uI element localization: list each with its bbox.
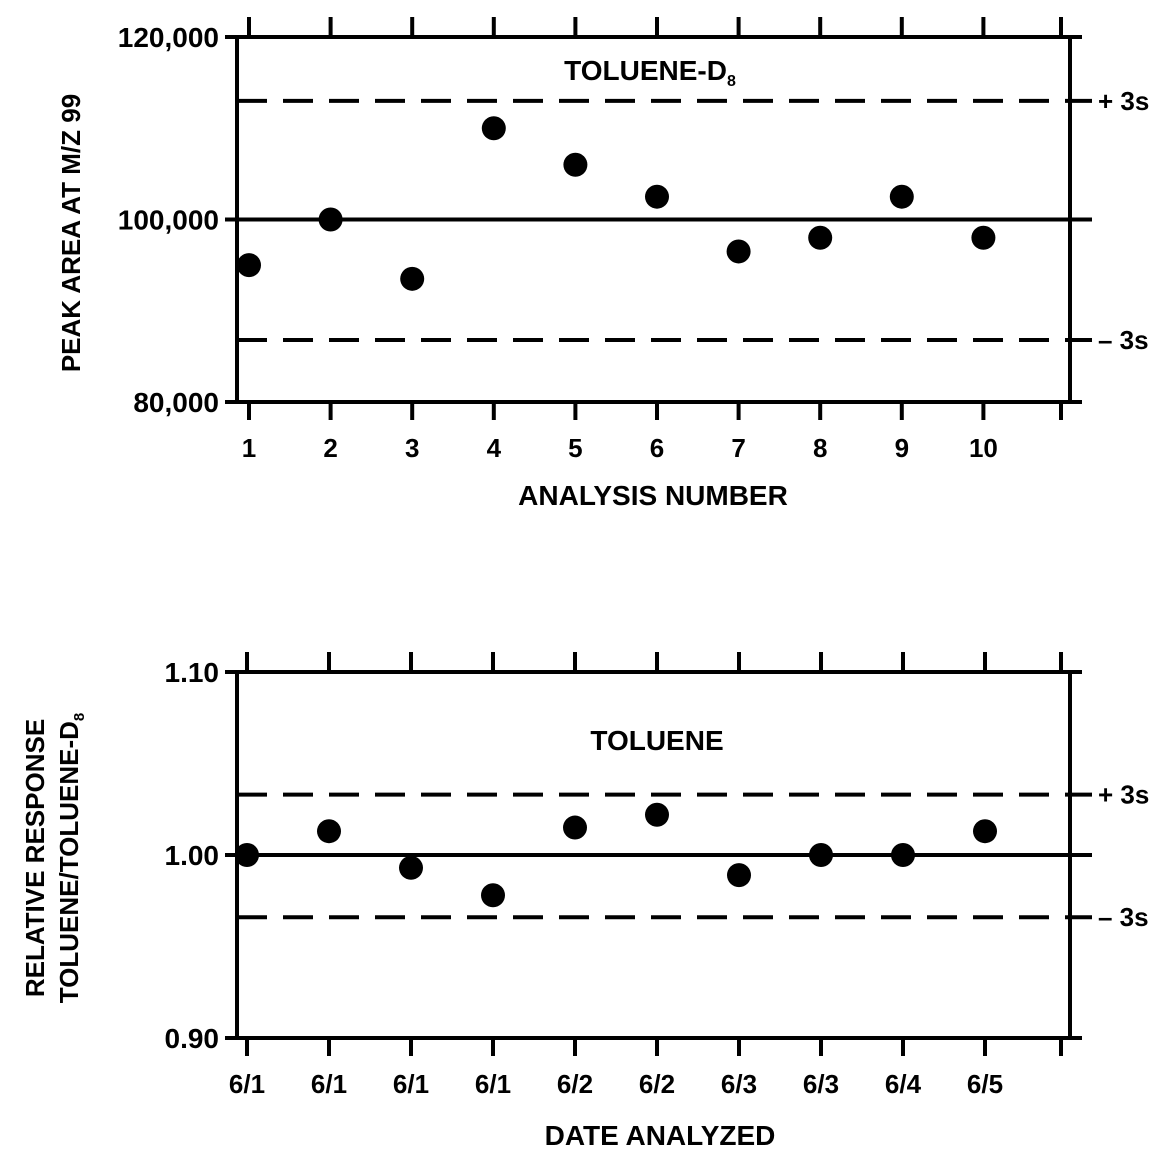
toluene-relative-response-chart: 6/1 6/1 6/1 6/1 6/2 6/2 6/3 6/3 6/4 6/5 0.90 1.00 1… <box>20 652 1149 1151</box>
data-point <box>318 207 343 232</box>
x-tick-label: 4 <box>487 433 502 463</box>
data-point <box>400 266 425 291</box>
data-point <box>317 819 341 844</box>
x-tick-label: 6/4 <box>885 1069 922 1099</box>
y-axis-label: RELATIVE RESPONSE TOLUENE/TOLUENE-D8 <box>20 713 88 1004</box>
upper-3s-label: + 3s <box>1098 780 1149 810</box>
x-tick-label: 10 <box>969 433 998 463</box>
data-point <box>726 239 751 264</box>
data-point <box>237 253 261 278</box>
y-tick-labels: 0.90 1.00 1.10 <box>165 657 220 1054</box>
x-tick-label: 6/1 <box>229 1069 265 1099</box>
data-point <box>399 855 423 880</box>
data-point <box>889 184 914 209</box>
data-point <box>973 819 997 844</box>
y-axis-label-line2: TOLUENE/TOLUENE-D8 <box>54 713 88 1004</box>
x-tick-label: 6/3 <box>803 1069 839 1099</box>
chart-title: TOLUENE-D8 <box>564 55 736 90</box>
x-tick-marks <box>247 17 1063 420</box>
data-point <box>481 116 506 141</box>
y-axis-label: PEAK AREA AT M/Z 99 <box>56 94 86 372</box>
chart-title: TOLUENE <box>590 725 723 756</box>
data-point <box>563 815 587 840</box>
x-tick-label: 9 <box>895 433 909 463</box>
data-point <box>727 863 751 888</box>
x-tick-label: 2 <box>323 433 337 463</box>
x-tick-label: 1 <box>242 433 256 463</box>
data-point <box>645 802 669 827</box>
data-points <box>235 802 997 908</box>
upper-3s-label: + 3s <box>1098 86 1149 116</box>
y-tick-label: 1.00 <box>165 840 220 871</box>
lower-3s-label: – 3s <box>1098 902 1149 932</box>
x-tick-label: 6/2 <box>639 1069 675 1099</box>
x-tick-label: 6/5 <box>967 1069 1003 1099</box>
data-point <box>891 843 915 867</box>
data-point <box>645 184 669 209</box>
x-tick-label: 3 <box>405 433 419 463</box>
data-point <box>808 225 833 250</box>
x-tick-labels: 6/1 6/1 6/1 6/1 6/2 6/2 6/3 6/3 6/4 6/5 <box>229 1069 1003 1099</box>
data-points <box>237 116 996 291</box>
data-point <box>971 225 996 250</box>
x-tick-label: 6/1 <box>311 1069 347 1099</box>
x-tick-label: 5 <box>568 433 582 463</box>
x-tick-label: 6/1 <box>393 1069 429 1099</box>
data-point <box>481 883 505 908</box>
x-tick-label: 6 <box>650 433 664 463</box>
x-tick-marks <box>245 652 1063 1056</box>
data-point <box>235 843 259 867</box>
lower-3s-label: – 3s <box>1098 325 1149 355</box>
y-tick-label: 120,000 <box>118 22 219 53</box>
x-tick-label: 7 <box>731 433 745 463</box>
y-tick-label: 0.90 <box>165 1023 220 1054</box>
data-point <box>563 152 588 177</box>
y-axis-label-line1: RELATIVE RESPONSE <box>20 719 50 997</box>
x-tick-label: 8 <box>813 433 827 463</box>
y-tick-label: 100,000 <box>118 205 219 236</box>
data-point <box>809 843 833 867</box>
x-tick-label: 6/3 <box>721 1069 757 1099</box>
x-axis-label: ANALYSIS NUMBER <box>518 480 788 511</box>
y-tick-label: 80,000 <box>133 387 219 418</box>
x-tick-label: 6/2 <box>557 1069 593 1099</box>
x-axis-label: DATE ANALYZED <box>545 1120 776 1151</box>
x-tick-labels: 1 2 3 4 5 6 7 8 9 10 <box>242 433 998 463</box>
toluene-d8-control-chart: 1 2 3 4 5 6 7 8 9 10 80,000 100,000 120,000 TOLUENE… <box>56 17 1149 511</box>
y-tick-labels: 80,000 100,000 120,000 <box>118 22 219 418</box>
x-tick-label: 6/1 <box>475 1069 511 1099</box>
y-tick-label: 1.10 <box>165 657 220 688</box>
